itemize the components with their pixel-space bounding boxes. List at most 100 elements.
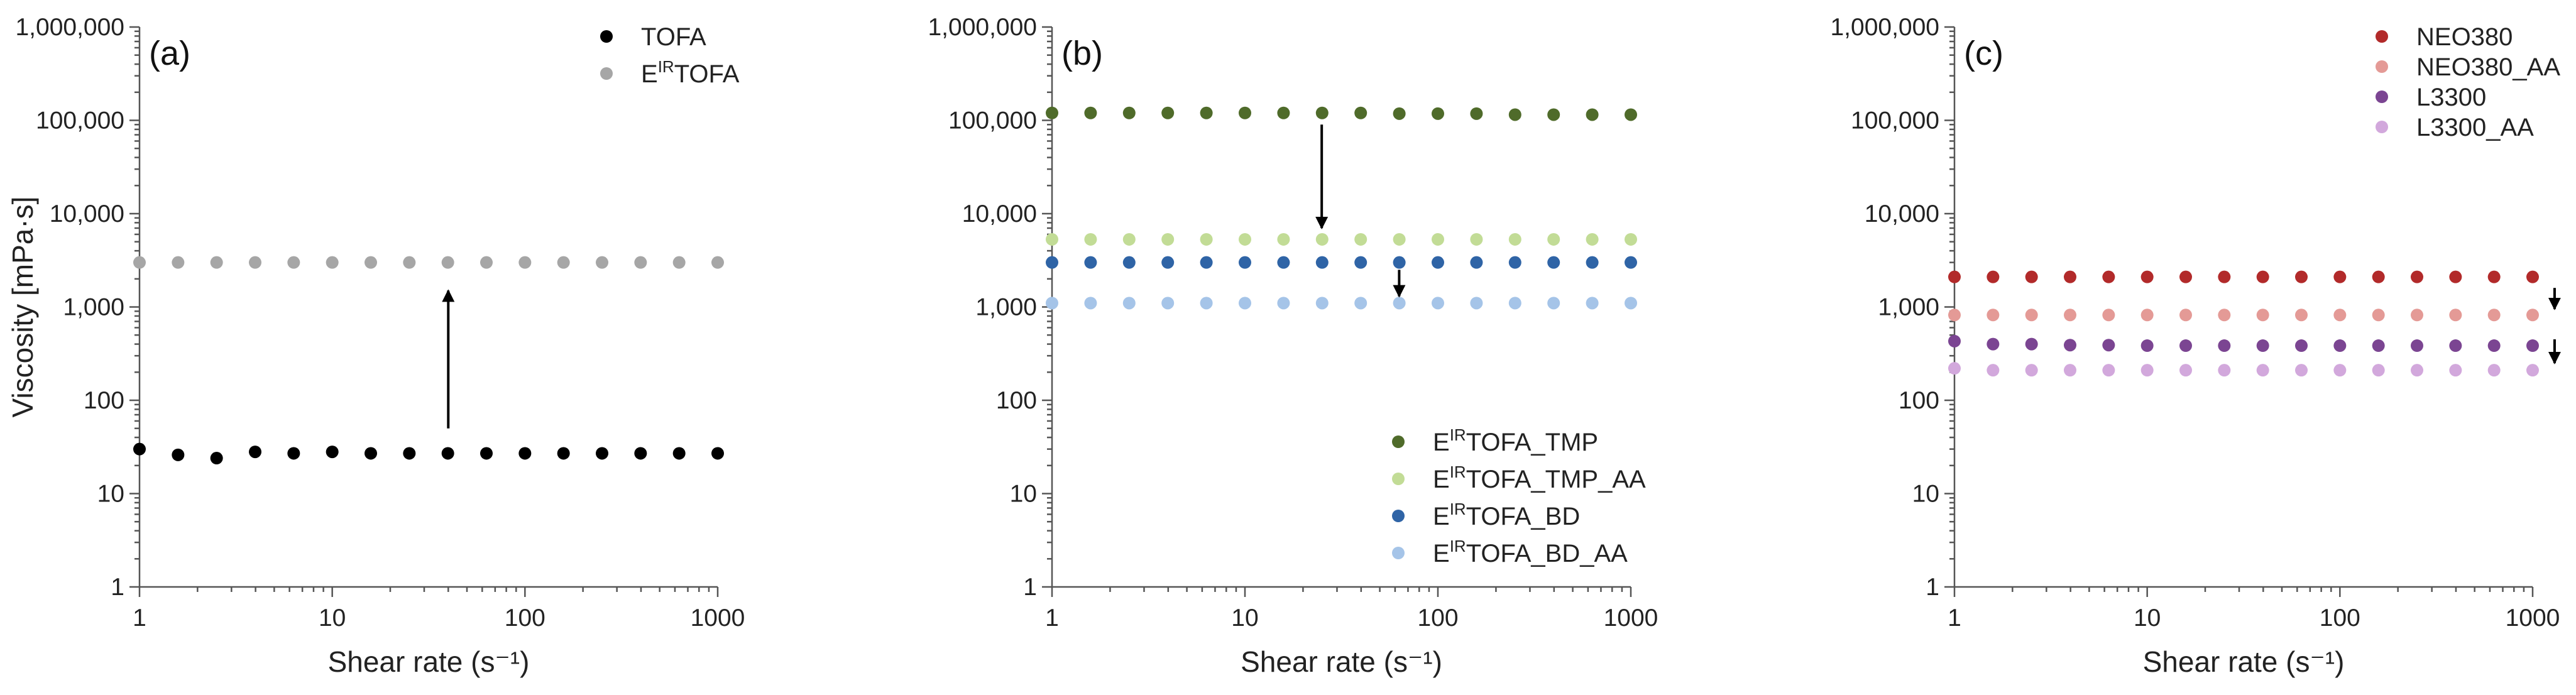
data-point xyxy=(2449,270,2462,283)
data-point xyxy=(133,256,146,269)
data-point xyxy=(2218,339,2231,353)
legend-marker xyxy=(1392,510,1405,522)
data-point xyxy=(2025,364,2038,377)
data-point xyxy=(1948,270,1961,283)
data-point xyxy=(364,447,378,460)
data-point xyxy=(287,256,300,269)
data-point xyxy=(2025,270,2038,283)
data-point xyxy=(1239,106,1251,119)
data-point xyxy=(326,256,339,269)
data-point xyxy=(2372,270,2385,283)
x-tick-label: 1000 xyxy=(691,605,745,632)
legend-marker xyxy=(2376,60,2388,73)
data-point xyxy=(210,256,223,269)
legend-entry: L3300_AA xyxy=(2416,114,2534,141)
data-point xyxy=(1625,297,1637,310)
data-point xyxy=(2372,339,2385,353)
data-point xyxy=(596,447,609,460)
data-point xyxy=(1470,256,1483,269)
y-tick-label: 100 xyxy=(1899,387,1939,414)
y-tick-label: 100 xyxy=(84,387,124,414)
legend-marker xyxy=(2376,30,2388,43)
data-point xyxy=(2218,270,2231,283)
data-point xyxy=(1547,297,1560,310)
data-point xyxy=(2372,309,2385,322)
data-point xyxy=(1315,256,1329,269)
legend-entry: EIRTOFA xyxy=(641,57,740,88)
data-point xyxy=(1586,297,1599,310)
legend-entry: L3300 xyxy=(2416,84,2486,111)
data-point xyxy=(1586,233,1599,246)
data-point xyxy=(364,256,378,269)
data-point xyxy=(1508,233,1521,246)
data-point xyxy=(1277,256,1290,269)
data-point xyxy=(1161,233,1175,246)
y-tick-label: 1 xyxy=(111,574,124,601)
data-point xyxy=(1625,233,1637,246)
data-point xyxy=(596,256,609,269)
data-point xyxy=(1239,233,1251,246)
x-tick-label: 100 xyxy=(2320,605,2360,632)
panel-label: (b) xyxy=(1061,35,1103,72)
data-point xyxy=(2102,339,2115,352)
legend-marker xyxy=(1392,435,1405,448)
data-point xyxy=(2449,309,2462,322)
y-tick-label: 10,000 xyxy=(962,200,1037,227)
data-point xyxy=(1948,309,1961,322)
y-tick-label: 1,000,000 xyxy=(15,14,124,41)
data-point xyxy=(2025,309,2038,322)
data-point xyxy=(441,447,454,460)
data-point xyxy=(1161,297,1175,310)
data-point xyxy=(1354,297,1367,310)
y-axis-label: Viscosity [mPa·s] xyxy=(6,197,39,418)
data-point xyxy=(1200,233,1213,246)
data-point xyxy=(2140,364,2154,377)
data-point xyxy=(2487,270,2501,283)
data-point xyxy=(711,256,724,269)
x-tick-label: 10 xyxy=(2134,605,2161,632)
data-point xyxy=(1470,233,1483,246)
data-point xyxy=(2526,270,2539,283)
data-point xyxy=(1987,364,2000,377)
x-axis-label: Shear rate (s⁻¹) xyxy=(1241,645,1442,678)
y-tick-label: 1,000 xyxy=(1878,294,1939,321)
x-tick-label: 100 xyxy=(505,605,545,632)
data-point xyxy=(2218,309,2231,322)
data-point xyxy=(557,256,570,269)
data-point xyxy=(2256,309,2269,322)
data-point xyxy=(2449,364,2462,377)
data-point xyxy=(2526,309,2539,322)
y-tick-label: 1,000 xyxy=(63,294,124,321)
data-point xyxy=(1547,256,1560,269)
data-point xyxy=(1948,334,1961,348)
data-point xyxy=(1393,297,1406,310)
series-TOFA xyxy=(133,442,724,465)
chart-panel-2: 1 10 100 1,000 10,000 100,000 1,000,000 1 10 100 1… xyxy=(928,14,1658,678)
data-point xyxy=(1277,106,1290,119)
data-point xyxy=(403,256,416,269)
chart-panel-3: 1 10 100 1,000 10,000 100,000 1,000,000 1 10 100 1… xyxy=(1830,14,2561,678)
x-tick-label: 100 xyxy=(1417,605,1458,632)
data-point xyxy=(1354,233,1367,246)
y-tick-label: 1,000,000 xyxy=(928,14,1037,41)
x-tick-label: 1 xyxy=(1948,605,1961,632)
data-point xyxy=(1547,108,1560,121)
data-point xyxy=(2063,339,2076,352)
data-point xyxy=(634,256,647,269)
x-tick-label: 10 xyxy=(1231,605,1258,632)
legend-entry: EIRTOFA_TMP xyxy=(1433,425,1598,456)
data-point xyxy=(634,447,647,460)
y-tick-label: 1 xyxy=(1926,574,1939,601)
panel-label: (a) xyxy=(149,35,190,72)
data-point xyxy=(172,448,185,461)
y-tick-label: 10 xyxy=(97,481,124,508)
data-point xyxy=(1200,297,1213,310)
data-point xyxy=(1046,106,1058,119)
legend-marker xyxy=(600,30,613,43)
data-point xyxy=(1200,256,1213,269)
data-point xyxy=(1987,337,2000,351)
data-point xyxy=(2179,364,2193,377)
data-point xyxy=(2179,309,2193,322)
data-point xyxy=(1586,108,1599,121)
data-point xyxy=(1470,297,1483,310)
